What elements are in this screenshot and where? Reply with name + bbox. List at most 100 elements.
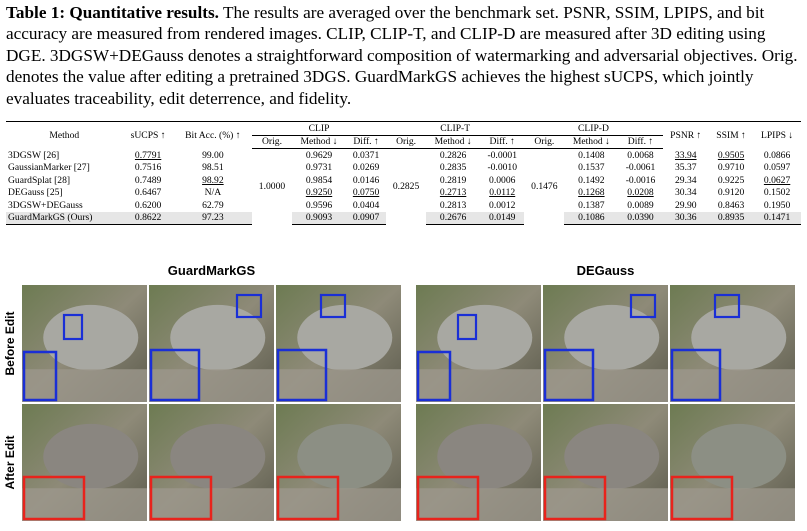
value-cell: 0.8622 [122,211,174,225]
value-cell: 0.6200 [134,199,162,211]
value-cell: 97.23 [173,211,252,225]
sub-header: Method ↓ [564,135,619,149]
value-cell: 0.2835 [439,162,467,174]
zoom-box [416,475,480,521]
zoom-box [543,475,607,521]
sub-header: Orig. [251,135,292,149]
value-cell: 0.0750 [352,187,380,199]
value-cell: 33.94 [674,149,697,161]
statue [170,423,266,490]
value-cell: 0.8463 [717,199,745,211]
rock [416,369,541,402]
value-cell: 0.9505 [717,149,745,161]
value-cell: 0.0866 [763,149,791,161]
value-cell: 0.9225 [717,174,745,186]
source-box [713,293,741,319]
panel-title: GuardMarkGS [168,263,256,278]
statue [437,304,533,371]
caption-title: Quantitative results. [69,3,219,22]
table-row: GuardMarkGS (Ours) 0.8622 97.23 0.9093 0.090… [6,211,801,225]
zoom-box [416,350,452,402]
value-cell: 0.1537 [578,162,605,174]
value-cell: 0.7489 [134,174,162,186]
orig-cell: 0.2825 [386,148,427,225]
value-cell: -0.0016 [625,174,656,186]
value-cell: 0.0149 [480,211,525,225]
statue [564,423,660,490]
value-cell: 98.51 [202,162,224,174]
value-cell: 0.1502 [763,187,791,199]
value-cell: -0.0001 [487,149,518,161]
value-cell: 0.1492 [578,174,605,186]
zoom-box [149,475,213,521]
method-cell: GaussianMarker [27] [8,162,90,174]
zoom-box [22,350,58,402]
value-cell: 0.0404 [352,199,380,211]
orig-cell: 0.1476 [524,148,565,225]
statue [43,304,139,371]
zoom-box [670,475,734,521]
row-label: Before Edit [3,311,17,375]
value-cell: 0.2826 [439,149,467,161]
statue [437,423,533,490]
method-cell: 3DGSW [26] [8,149,60,161]
value-cell: 98.92 [202,174,224,186]
statue [170,304,266,371]
sub-header: Diff. ↑ [346,135,387,149]
value-cell: 0.0597 [763,162,791,174]
results-table: Method sUCPS ↑ Bit Acc. (%) ↑ CLIP CLIP-T CLI… [6,121,801,225]
value-cell: 0.1408 [578,149,605,161]
caption: Table 1: Quantitative results. The resul… [6,2,802,109]
value-cell: 0.0089 [627,199,654,211]
rock [149,369,274,402]
value-cell: 0.0012 [489,199,516,211]
value-cell: 35.37 [674,162,697,174]
rock [22,369,147,402]
value-cell: 0.9629 [305,149,333,161]
statue [564,304,660,371]
value-cell: 0.9731 [305,162,333,174]
value-cell: 0.0371 [352,149,380,161]
rock [543,369,668,402]
method-cell: 3DGSW+DEGauss [8,199,83,211]
sub-header: Method ↓ [292,135,347,149]
caption-label: Table 1: [6,3,66,22]
value-cell: 0.0627 [763,174,791,186]
column-header: LPIPS ↓ [760,129,794,141]
orig-cell: 1.0000 [251,148,292,225]
value-cell: 0.0006 [489,174,516,186]
zoom-box [149,348,201,402]
column-header: PSNR ↑ [670,129,702,141]
source-box [319,293,347,319]
value-cell: 30.34 [674,187,697,199]
value-cell: 0.2713 [439,187,467,199]
statue [297,304,393,371]
sub-header: Orig. [524,135,565,149]
group-header: CLIP-T [386,121,525,136]
value-cell: 0.0146 [352,174,380,186]
value-cell: 0.0208 [627,187,654,199]
value-cell: 99.00 [202,149,224,161]
column-header: SSIM ↑ [716,129,746,141]
value-cell: 0.2676 [426,211,481,225]
sub-header: Orig. [386,135,427,149]
value-cell: 30.36 [662,211,709,225]
zoom-box [543,348,595,402]
value-cell: 62.79 [202,199,224,211]
table-row: GaussianMarker [27] 0.7516 98.51 0.9731 0.02… [6,162,801,175]
value-cell: 0.0390 [618,211,663,225]
value-cell: N/A [204,187,222,199]
group-header: CLIP-D [524,121,663,136]
value-cell: 0.7791 [134,149,162,161]
method-cell: GuardSplat [28] [8,174,71,186]
value-cell: 0.9710 [717,162,745,174]
value-cell: 0.2813 [439,199,467,211]
value-cell: 29.34 [674,174,697,186]
value-cell: 0.9596 [305,199,333,211]
value-cell: 0.2819 [439,174,467,186]
source-box [235,293,263,319]
table-row: 3DGSW [26] 0.7791 99.00 1.0000 0.9629 0.0371 0… [6,148,801,225]
value-cell: 0.9093 [292,211,347,225]
column-header: Method [49,129,80,141]
